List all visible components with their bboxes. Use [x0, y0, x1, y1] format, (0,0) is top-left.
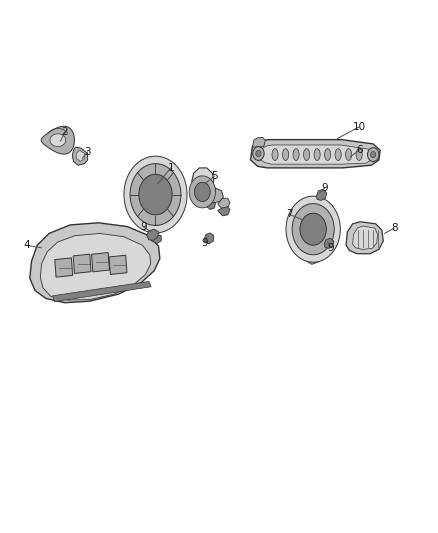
Text: 8: 8 — [391, 223, 398, 233]
Polygon shape — [147, 229, 159, 240]
Ellipse shape — [356, 149, 362, 160]
Polygon shape — [139, 174, 172, 215]
Bar — [55, 258, 73, 277]
Text: 9: 9 — [140, 222, 147, 232]
Ellipse shape — [346, 149, 352, 160]
Polygon shape — [189, 176, 215, 208]
Polygon shape — [346, 222, 383, 254]
Ellipse shape — [314, 149, 320, 160]
Polygon shape — [194, 182, 210, 201]
Polygon shape — [297, 200, 316, 217]
Bar — [73, 254, 91, 273]
Ellipse shape — [272, 149, 278, 160]
Text: 9: 9 — [328, 243, 335, 253]
Polygon shape — [204, 233, 214, 244]
Polygon shape — [76, 150, 85, 161]
Polygon shape — [324, 238, 334, 248]
Ellipse shape — [283, 149, 289, 160]
Circle shape — [371, 151, 376, 158]
Polygon shape — [50, 134, 66, 147]
Text: 6: 6 — [356, 146, 363, 155]
Bar — [109, 255, 127, 274]
Text: 4: 4 — [23, 240, 30, 250]
Ellipse shape — [304, 149, 310, 160]
Polygon shape — [300, 213, 326, 245]
Polygon shape — [72, 147, 88, 165]
Polygon shape — [192, 168, 214, 193]
Text: 9: 9 — [201, 238, 208, 247]
Polygon shape — [150, 236, 161, 244]
Polygon shape — [147, 216, 165, 235]
Polygon shape — [40, 233, 151, 300]
Polygon shape — [218, 207, 230, 216]
Circle shape — [256, 150, 261, 157]
Polygon shape — [134, 160, 155, 180]
Polygon shape — [286, 196, 340, 262]
Bar — [92, 253, 110, 272]
Text: 2: 2 — [61, 127, 68, 137]
Text: 5: 5 — [211, 171, 218, 181]
Text: 7: 7 — [286, 209, 293, 219]
Polygon shape — [292, 204, 334, 255]
Text: 10: 10 — [353, 122, 366, 132]
Polygon shape — [251, 140, 380, 168]
Polygon shape — [252, 138, 265, 147]
Polygon shape — [316, 189, 327, 200]
Polygon shape — [124, 156, 187, 233]
Circle shape — [367, 148, 379, 161]
Polygon shape — [199, 188, 223, 204]
Polygon shape — [353, 226, 378, 249]
Ellipse shape — [293, 149, 299, 160]
Polygon shape — [130, 164, 181, 225]
Text: 1: 1 — [167, 163, 174, 173]
Text: 9: 9 — [321, 183, 328, 192]
Polygon shape — [30, 223, 160, 303]
Polygon shape — [218, 198, 230, 209]
Text: 3: 3 — [84, 147, 91, 157]
Polygon shape — [307, 253, 319, 264]
Polygon shape — [41, 126, 74, 154]
Circle shape — [253, 147, 264, 160]
Polygon shape — [205, 201, 215, 209]
Polygon shape — [53, 281, 151, 302]
Ellipse shape — [325, 149, 331, 160]
Polygon shape — [258, 145, 372, 164]
Ellipse shape — [335, 149, 341, 160]
